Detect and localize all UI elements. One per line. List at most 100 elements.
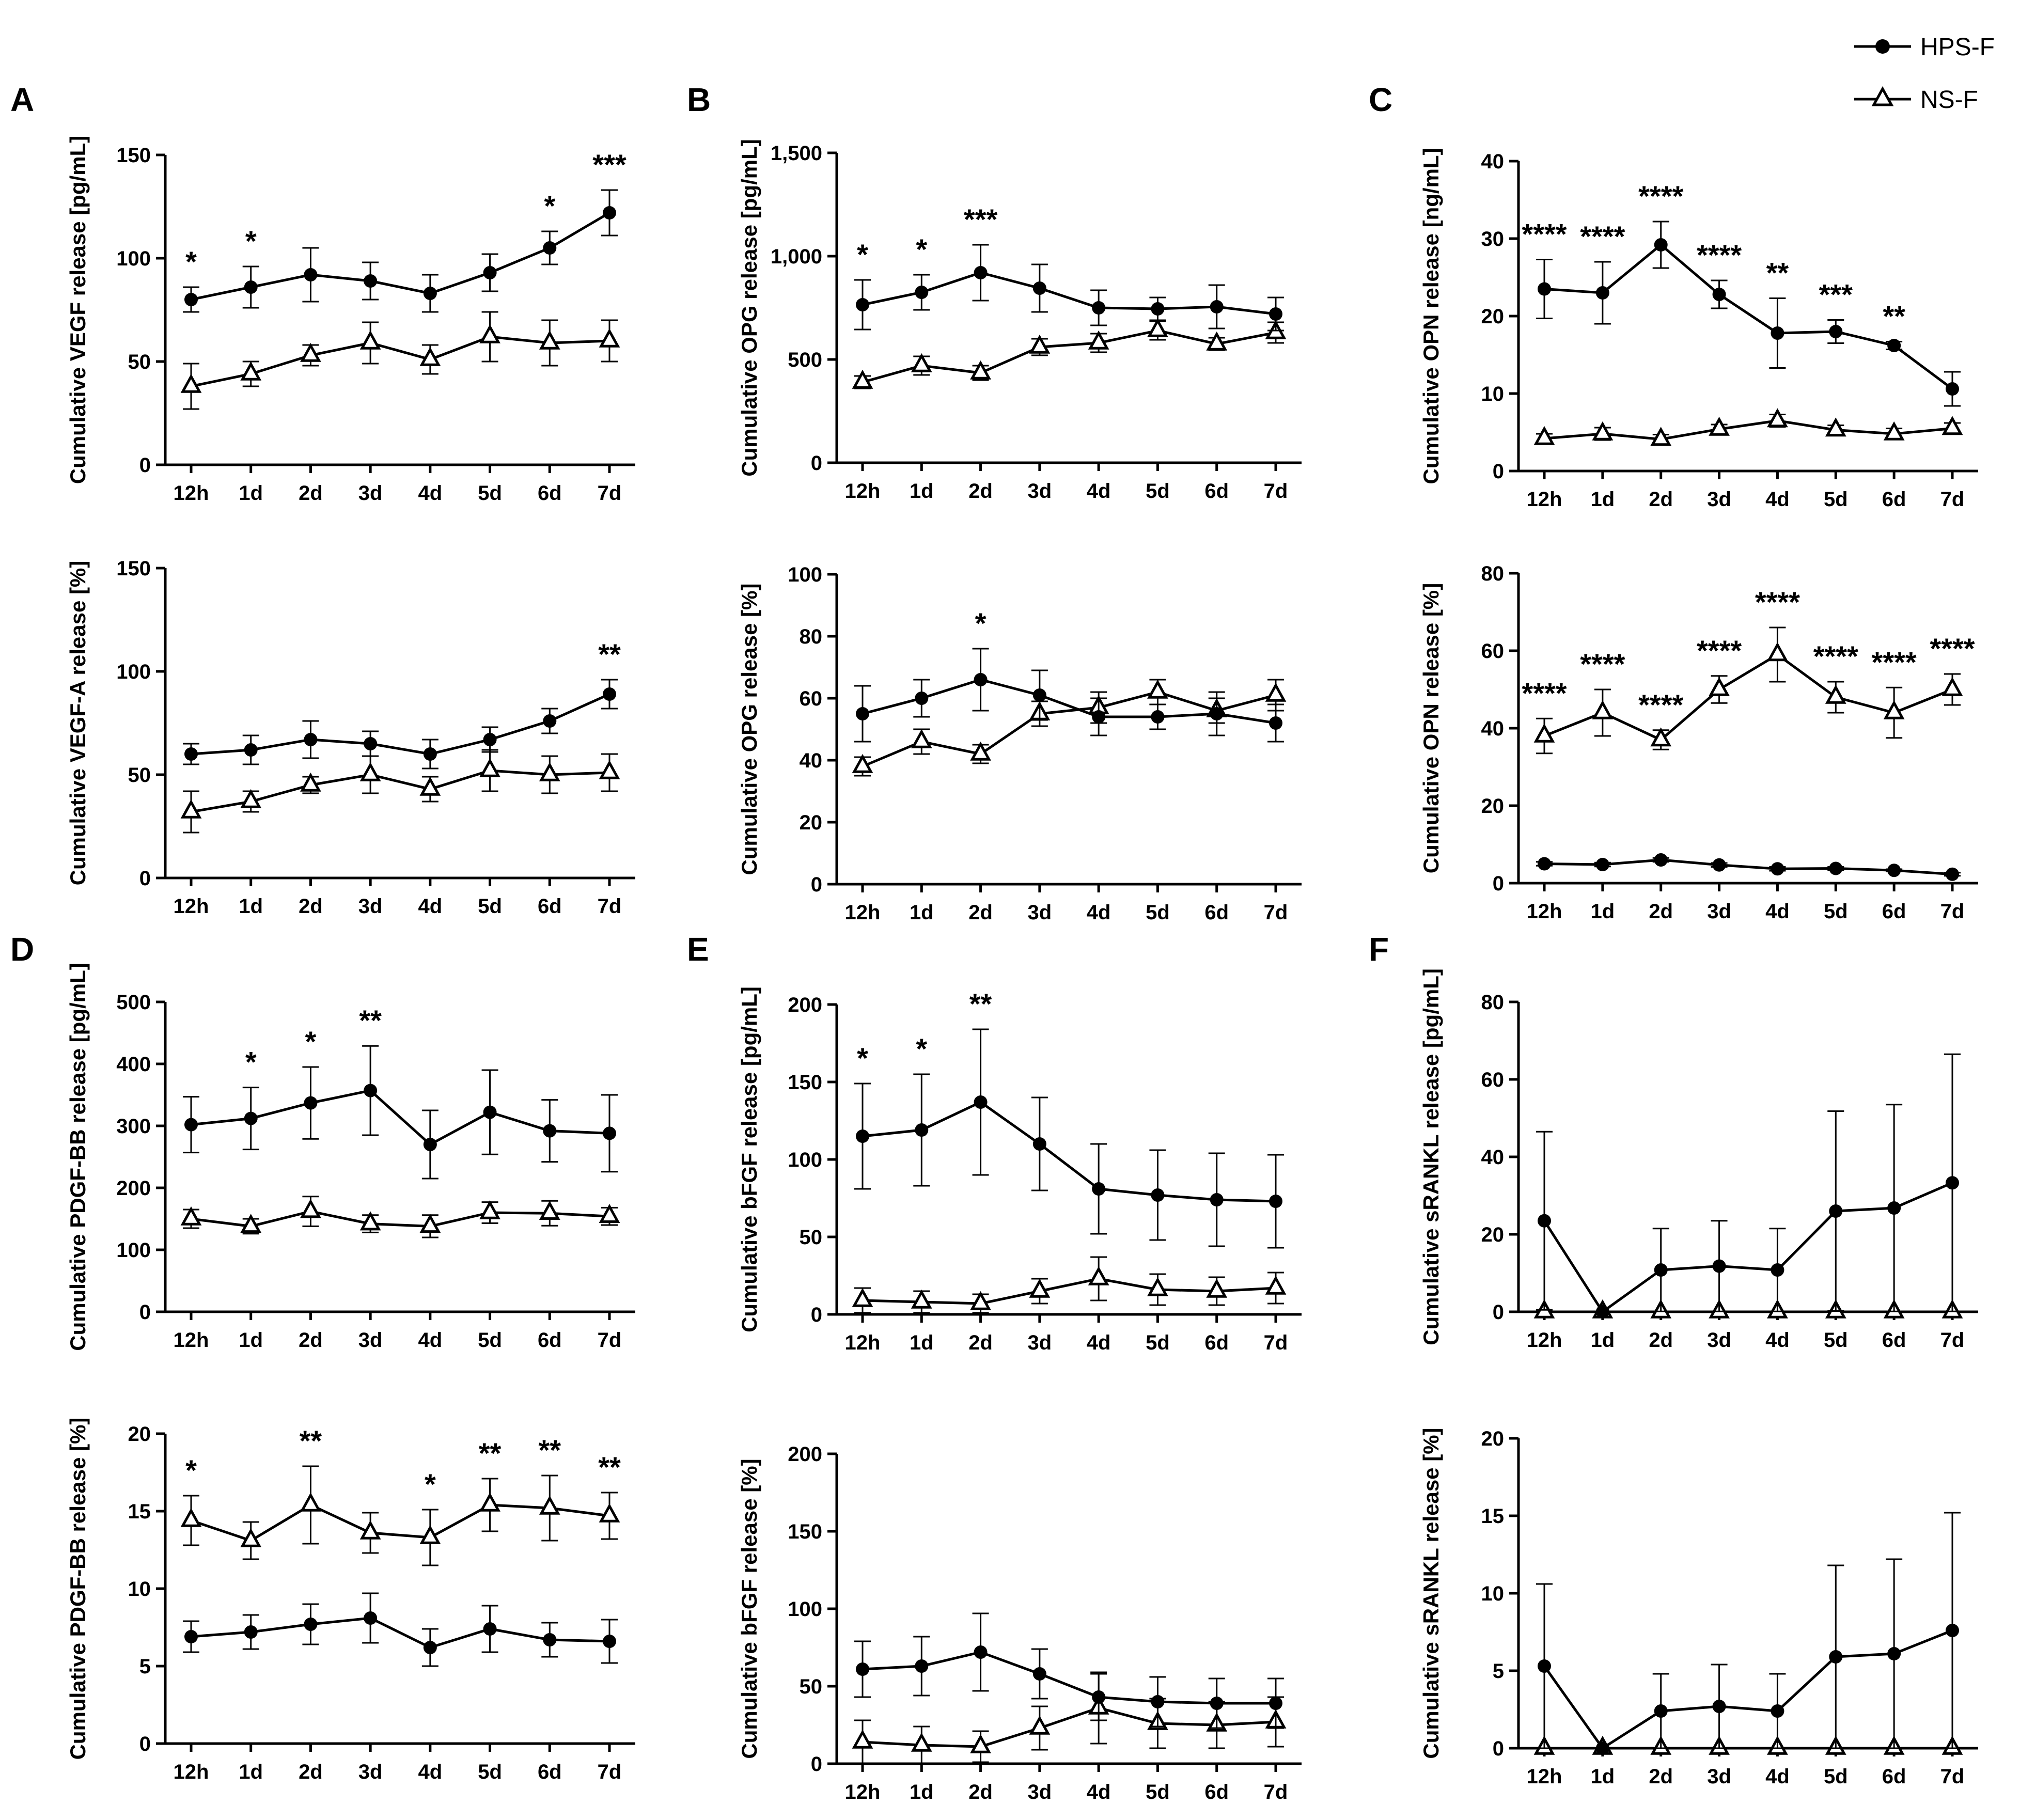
data-point-circle <box>1151 1188 1165 1202</box>
y-tick-label: 150 <box>788 1520 822 1543</box>
y-axis-label: Cumulative sRANKL release [pg/mL] <box>1419 968 1443 1345</box>
data-point-triangle <box>1767 642 1788 662</box>
data-point-circle <box>1269 1697 1282 1710</box>
significance-marker: **** <box>1580 220 1625 253</box>
data-point-circle <box>244 743 258 757</box>
data-point-circle <box>1538 1214 1551 1228</box>
y-tick-label: 100 <box>788 1149 822 1171</box>
series-line <box>1544 653 1953 742</box>
data-point-circle <box>1538 1659 1551 1673</box>
data-point-triangle <box>479 324 500 343</box>
data-point-circle <box>1595 1741 1609 1755</box>
x-tick-label: 5d <box>478 1761 502 1783</box>
x-tick-label: 1d <box>910 480 934 503</box>
y-axis-label: Cumulative VEGF-A release [%] <box>66 561 90 886</box>
significance-marker: *** <box>592 148 627 181</box>
data-point-circle <box>1151 302 1165 316</box>
data-point-circle <box>1887 1201 1901 1215</box>
y-axis-label: Cumulative PDGF-BB release [%] <box>66 1418 90 1760</box>
series-hps-f <box>854 648 1284 743</box>
data-point-triangle <box>970 1291 991 1310</box>
y-axis-label: Cumulative bFGF release [pg/mL] <box>737 986 761 1332</box>
series-ns-f <box>180 1196 620 1238</box>
significance-marker: **** <box>1872 646 1917 678</box>
y-tick-label: 20 <box>128 1423 151 1446</box>
data-point-triangle <box>240 1214 262 1233</box>
data-point-triangle <box>419 1214 441 1233</box>
significance-marker: ** <box>538 1434 561 1466</box>
y-tick-label: 10 <box>128 1578 151 1601</box>
data-point-circle <box>244 280 258 294</box>
data-point-triangle <box>419 1525 441 1544</box>
x-tick-label: 6d <box>538 1761 562 1783</box>
data-point-circle <box>1946 867 1959 881</box>
x-tick-label: 7d <box>598 1329 622 1352</box>
data-point-triangle <box>852 754 873 773</box>
series-ns-f <box>180 749 620 834</box>
data-point-circle <box>915 1659 929 1673</box>
y-tick-label: 0 <box>811 452 822 475</box>
y-tick-label: 100 <box>116 661 151 683</box>
data-point-circle <box>483 1622 497 1636</box>
data-point-triangle <box>852 1729 873 1749</box>
data-point-circle <box>1712 288 1726 301</box>
x-tick-label: 7d <box>598 1761 622 1783</box>
data-point-triangle <box>1029 1715 1051 1735</box>
data-point-circle <box>915 692 929 705</box>
data-point-circle <box>304 733 318 746</box>
data-point-circle <box>974 266 988 279</box>
significance-marker: **** <box>1697 634 1742 667</box>
data-point-triangle <box>970 741 991 761</box>
x-tick-label: 4d <box>1765 488 1790 511</box>
significance-marker: * <box>425 1468 436 1500</box>
x-tick-label: 2d <box>299 1761 323 1783</box>
x-tick-label: 7d <box>1940 488 1965 511</box>
series-line <box>191 769 610 813</box>
x-tick-label: 1d <box>1591 1329 1615 1352</box>
chart-panel-4: 0 20 40 60 80 100 12h 1d 2d 3d 4d 5d 6d 7d Cumulative … <box>737 563 1302 924</box>
significance-marker: **** <box>1638 688 1683 721</box>
y-tick-label: 200 <box>788 994 822 1016</box>
significance-marker: ** <box>598 1451 621 1483</box>
legend-label: HPS-F <box>1920 34 1995 61</box>
significance-marker: **** <box>1755 586 1800 618</box>
chart-panel-7: D 0 100 200 300 400 500 12h 1d 2d 3d 4d 5d 6d 7d Cumula… <box>10 931 635 1352</box>
series-line <box>191 1089 610 1147</box>
legend-triangle-marker <box>1871 86 1894 106</box>
data-point-circle <box>1829 1650 1843 1664</box>
data-point-circle <box>1829 325 1843 338</box>
y-axis-label: Cumulative OPG release [pg/mL] <box>737 139 761 477</box>
data-point-circle <box>1887 864 1901 877</box>
y-axis-label: Cumulative OPN release [%] <box>1419 583 1443 874</box>
x-tick-label: 12h <box>845 901 881 924</box>
data-point-triangle <box>1029 334 1051 354</box>
chart-panel-3: B 0 500 1,000 1,500 12h 1d 2d 3d 4d 5d 6d 7d Cumulati… <box>687 81 1302 503</box>
legend-entry: HPS-F <box>1854 34 1995 61</box>
data-point-triangle <box>479 1200 500 1219</box>
data-point-circle <box>184 1118 198 1132</box>
data-point-triangle <box>1709 677 1730 696</box>
y-tick-label: 500 <box>116 991 151 1014</box>
data-point-triangle <box>852 369 873 389</box>
panel-label: C <box>1369 81 1392 118</box>
data-point-triangle <box>1088 330 1109 350</box>
data-point-triangle <box>240 361 262 381</box>
x-tick-label: 7d <box>598 895 622 918</box>
data-point-circle <box>1771 326 1784 340</box>
data-point-circle <box>1946 1176 1959 1190</box>
y-tick-label: 150 <box>116 144 151 167</box>
series-hps-f <box>183 1592 618 1667</box>
data-point-triangle <box>300 342 321 362</box>
y-tick-label: 15 <box>1481 1505 1505 1528</box>
x-tick-label: 5d <box>478 1329 502 1352</box>
data-point-triangle <box>359 1520 381 1540</box>
significance-marker: * <box>185 245 197 278</box>
data-point-triangle <box>359 762 381 781</box>
y-axis-label: Cumulative sRANKL release [%] <box>1419 1427 1443 1759</box>
x-tick-label: 7d <box>1264 901 1288 924</box>
y-tick-label: 80 <box>1481 562 1505 585</box>
data-point-circle <box>1092 301 1106 315</box>
series-line <box>1543 1181 1953 1314</box>
series-hps-f <box>1536 1053 1961 1319</box>
